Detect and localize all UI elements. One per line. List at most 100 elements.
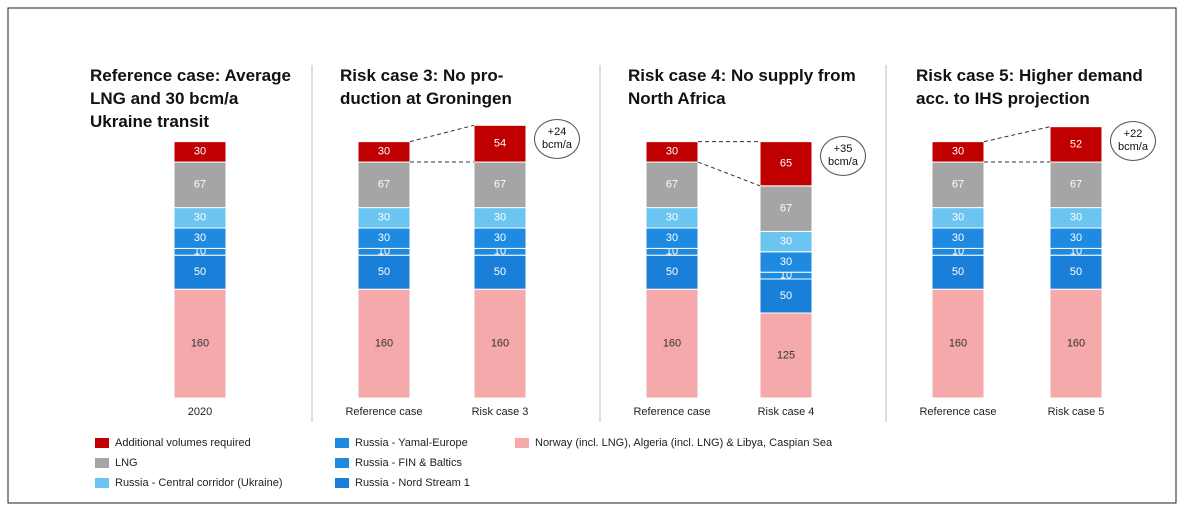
data-label: 50 <box>1070 266 1082 278</box>
data-label: 30 <box>1070 232 1082 244</box>
x-tick-label: Risk case 4 <box>758 406 815 418</box>
chart-title: Risk case 5: Higher demand acc. to IHS p… <box>916 66 1143 108</box>
data-label: 30 <box>1070 212 1082 224</box>
bar-segment <box>173 254 227 290</box>
data-label: 50 <box>780 290 792 302</box>
data-label: 67 <box>194 179 206 191</box>
legend-label: Russia - FIN & Baltics <box>355 457 462 469</box>
bar-segment <box>1049 126 1103 163</box>
bar-segment <box>473 288 527 399</box>
bar-segment <box>759 312 813 399</box>
data-label: 160 <box>191 338 209 350</box>
data-label: 30 <box>780 236 792 248</box>
bar-segment <box>473 124 527 163</box>
bar-segment <box>645 141 699 163</box>
data-label: 30 <box>952 146 964 158</box>
bar-segment <box>173 161 227 209</box>
data-label: 50 <box>194 266 206 278</box>
data-label: 10 <box>378 246 390 258</box>
data-label: 160 <box>663 338 681 350</box>
bar-segment <box>357 254 411 290</box>
data-label: 30 <box>494 212 506 224</box>
data-label: 67 <box>952 179 964 191</box>
legend-label: Russia - Yamal-Europe <box>355 437 468 449</box>
legend-swatch <box>515 438 529 448</box>
legend-swatch <box>95 458 109 468</box>
data-label: 67 <box>378 179 390 191</box>
legend-swatch <box>335 438 349 448</box>
legend-swatch <box>95 438 109 448</box>
bar-segment <box>357 161 411 209</box>
data-label: 50 <box>378 266 390 278</box>
bar-segment <box>759 185 813 232</box>
annotation: +35 bcm/a <box>820 135 866 176</box>
data-label: 30 <box>952 232 964 244</box>
legend-label: Russia - Central corridor (Ukraine) <box>115 477 283 489</box>
bar-segment <box>759 141 813 187</box>
data-label: 30 <box>952 212 964 224</box>
data-label: 30 <box>378 232 390 244</box>
data-label: 50 <box>952 266 964 278</box>
data-label: 30 <box>194 232 206 244</box>
data-label: 30 <box>378 212 390 224</box>
bar-segment <box>645 254 699 290</box>
bar-segment <box>931 141 985 163</box>
connector <box>983 126 1051 143</box>
connector <box>697 161 761 187</box>
data-label: 30 <box>666 146 678 158</box>
x-tick-label: 2020 <box>188 406 212 418</box>
data-label: 30 <box>666 212 678 224</box>
annotation: +24 bcm/a <box>534 119 580 160</box>
data-label: 67 <box>1070 179 1082 191</box>
data-label: 50 <box>494 266 506 278</box>
bar-segment <box>357 141 411 163</box>
bar-segment <box>1049 161 1103 209</box>
data-label: 67 <box>780 203 792 215</box>
bar-segment <box>473 254 527 290</box>
data-label: 10 <box>952 246 964 258</box>
data-label: 30 <box>666 232 678 244</box>
data-label: 30 <box>194 146 206 158</box>
x-tick-label: Reference case <box>919 406 996 418</box>
data-label: 65 <box>780 158 792 170</box>
frame <box>7 7 1177 504</box>
x-tick-label: Risk case 3 <box>472 406 529 418</box>
data-label: 160 <box>375 338 393 350</box>
data-label: 160 <box>491 338 509 350</box>
legend-label: Norway (incl. LNG), Algeria (incl. LNG) … <box>535 437 833 449</box>
x-tick-label: Reference case <box>633 406 710 418</box>
data-label: 67 <box>494 179 506 191</box>
chart-title: Reference case: Average LNG and 30 bcm/a… <box>90 66 291 131</box>
bar-segment <box>931 288 985 399</box>
data-label: 30 <box>194 212 206 224</box>
data-label: 10 <box>494 246 506 258</box>
data-label: 54 <box>494 138 506 150</box>
data-label: 52 <box>1070 138 1082 150</box>
bar-segment <box>1049 288 1103 399</box>
bar-segment <box>931 161 985 209</box>
legend-label: Russia - Nord Stream 1 <box>355 477 470 489</box>
data-label: 10 <box>1070 246 1082 258</box>
bar-segment <box>357 288 411 399</box>
data-label: 125 <box>777 349 795 361</box>
legend-swatch <box>335 478 349 488</box>
x-tick-label: Risk case 5 <box>1048 406 1105 418</box>
data-label: 30 <box>378 146 390 158</box>
bar-segment <box>645 288 699 399</box>
data-label: 67 <box>666 179 678 191</box>
x-tick-label: Reference case <box>345 406 422 418</box>
connector <box>409 124 475 143</box>
chart-title: Risk case 4: No supply from North Africa <box>628 66 856 108</box>
data-label: 10 <box>666 246 678 258</box>
bar-segment <box>173 141 227 163</box>
data-label: 30 <box>780 256 792 268</box>
legend-label: LNG <box>115 457 138 469</box>
data-label: 30 <box>494 232 506 244</box>
data-label: 160 <box>1067 338 1085 350</box>
data-label: 10 <box>194 246 206 258</box>
bar-segment <box>759 278 813 314</box>
bar-segment <box>173 288 227 399</box>
chart-title: Risk case 3: No pro-duction at Groningen <box>340 66 512 108</box>
